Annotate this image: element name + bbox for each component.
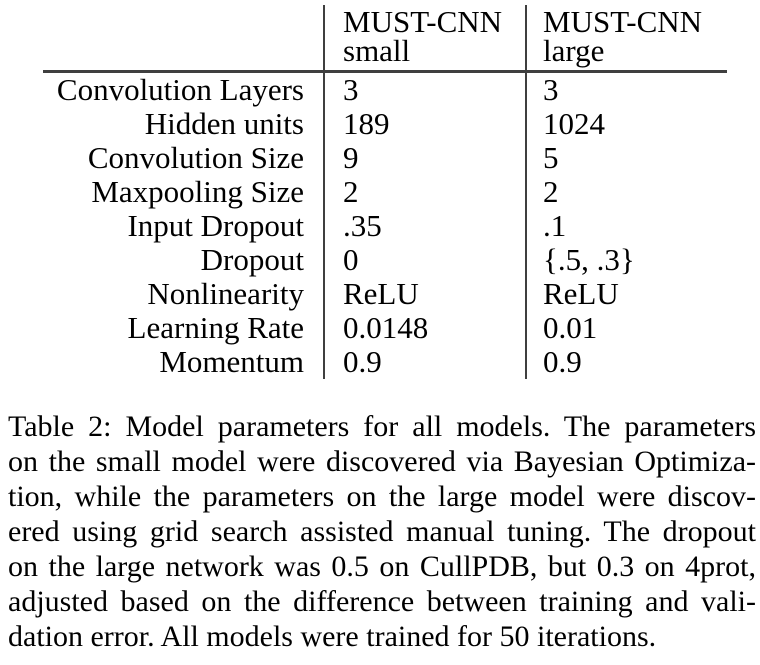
- table-row: Nonlinearity ReLU ReLU: [0, 277, 760, 311]
- cell-large-value: 5: [543, 140, 559, 175]
- table-vertical-rule-2: [525, 5, 527, 379]
- header-must-cnn-large: MUST-CNN large: [525, 5, 760, 70]
- cell-large-value: .1: [543, 208, 567, 243]
- header-must-cnn-small: MUST-CNN small: [324, 5, 525, 70]
- cell-small-value: 0: [343, 242, 359, 277]
- table-horizontal-rule: [43, 70, 727, 73]
- caption-line: on the large network was 0.5 on CullPDB,…: [8, 550, 756, 583]
- cell-small-value: 9: [343, 140, 359, 175]
- table-row: Convolution Size 9 5: [0, 141, 760, 175]
- caption-line: tion, while the parameters on the large …: [8, 480, 756, 513]
- table-row: Convolution Layers 3 3: [0, 73, 760, 107]
- table-vertical-rule-1: [323, 5, 325, 379]
- header-large-line2: large: [543, 33, 605, 68]
- header-small-line1: MUST-CNN: [343, 4, 503, 39]
- cell-small-value: .35: [343, 208, 382, 243]
- row-label: Convolution Layers: [56, 72, 304, 107]
- caption-line: adjusted based on the difference between…: [8, 585, 756, 618]
- row-label: Learning Rate: [127, 310, 304, 345]
- caption-line: Table 2: Model parameters for all models…: [8, 410, 756, 443]
- caption-line: on the small model were discovered via B…: [8, 445, 756, 478]
- table-row: Input Dropout .35 .1: [0, 209, 760, 243]
- table-row: Hidden units 189 1024: [0, 107, 760, 141]
- caption-line: dation error. All models were trained fo…: [8, 620, 657, 653]
- table-row: Learning Rate 0.0148 0.01: [0, 311, 760, 345]
- row-label: Convolution Size: [87, 140, 304, 175]
- model-parameters-table: MUST-CNN small MUST-CNN large Convolutio…: [0, 5, 760, 379]
- cell-small-value: 0.9: [343, 344, 382, 379]
- header-empty-cell: [0, 5, 324, 70]
- table-row: Maxpooling Size 2 2: [0, 175, 760, 209]
- header-small-line2: small: [343, 33, 411, 68]
- row-label: Hidden units: [144, 106, 304, 141]
- cell-small-value: 2: [343, 174, 359, 209]
- cell-small-value: 3: [343, 72, 359, 107]
- row-label: Dropout: [200, 242, 304, 277]
- cell-large-value: 0.9: [543, 344, 582, 379]
- cell-small-value: ReLU: [343, 276, 419, 311]
- cell-large-value: 3: [543, 72, 559, 107]
- cell-large-value: ReLU: [543, 276, 619, 311]
- row-label: Input Dropout: [127, 208, 304, 243]
- cell-large-value: 1024: [543, 106, 605, 141]
- caption-line: ered using grid search assisted manual t…: [8, 515, 756, 548]
- table-caption: Table 2: Model parameters for all models…: [8, 409, 756, 654]
- cell-large-value: 2: [543, 174, 559, 209]
- cell-small-value: 0.0148: [343, 310, 429, 345]
- cell-large-value: 0.01: [543, 310, 598, 345]
- table-row: Dropout 0 {.5, .3}: [0, 243, 760, 277]
- cell-large-value: {.5, .3}: [543, 242, 635, 277]
- table-row: Momentum 0.9 0.9: [0, 345, 760, 379]
- row-label: Maxpooling Size: [91, 174, 304, 209]
- table-header-row: MUST-CNN small MUST-CNN large: [0, 5, 760, 70]
- row-label: Momentum: [159, 344, 304, 379]
- cell-small-value: 189: [343, 106, 390, 141]
- header-large-line1: MUST-CNN: [543, 4, 703, 39]
- row-label: Nonlinearity: [147, 276, 304, 311]
